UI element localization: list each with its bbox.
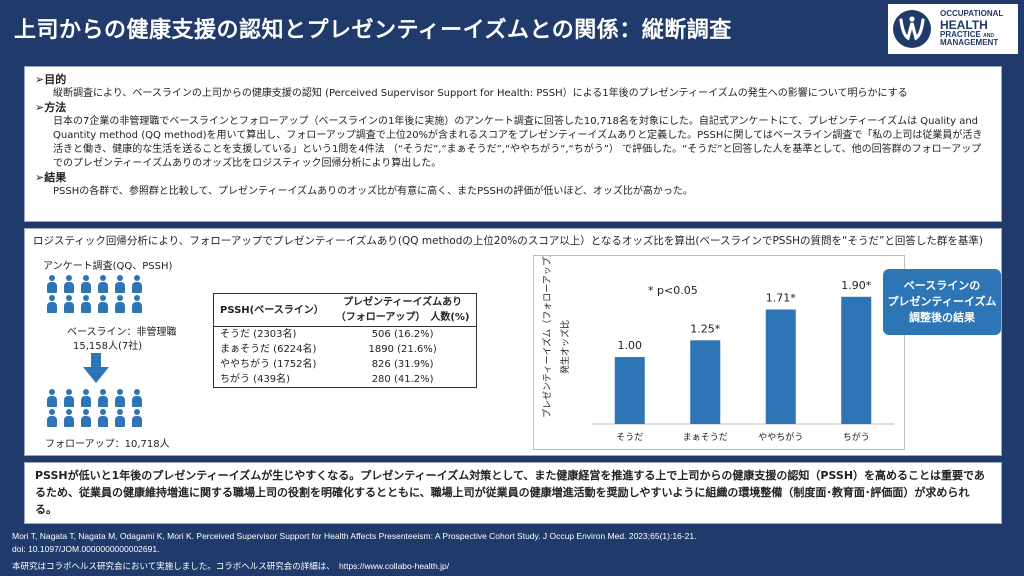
person-icon [113, 275, 127, 293]
callout-line-3: 調整後の結果 [909, 311, 975, 324]
person-icon [62, 295, 76, 313]
bar-value-label-3: 1.90* [841, 279, 871, 292]
category-label-1: まぁそうだ [683, 432, 728, 443]
bar-3 [841, 296, 872, 424]
logo-line-3: PRACTICE [940, 30, 981, 40]
bar-0 [614, 357, 645, 424]
callout-line-2: プレゼンティーイズム [887, 295, 997, 308]
person-icon [79, 295, 93, 313]
person-icon [45, 275, 59, 293]
category-label-0: そうだ [616, 432, 643, 443]
analysis-panel: ロジスティック回帰分析により、フォローアップでプレゼンティーイズムあり(QQ m… [24, 228, 1002, 456]
header-bar: 上司からの健康支援の認知とプレゼンティーイズムとの関係：縦断調査 OCCUPAT… [0, 0, 1024, 58]
person-icon [45, 295, 59, 313]
person-icon [79, 409, 93, 427]
table-row: ややちがう (1752名) 826 (31.9%) [214, 357, 477, 372]
y-axis-label-2: 発生オッズ比 [559, 320, 571, 374]
person-icon [45, 409, 59, 427]
person-icon [96, 409, 110, 427]
table-row: まぁそうだ (6224名) 1890 (21.6%) [214, 342, 477, 357]
page-title: 上司からの健康支援の認知とプレゼンティーイズムとの関係：縦断調査 [14, 18, 732, 43]
conclusion-text: PSSHが低いと1年後のプレゼンティーイズムが生じやすくなる。プレゼンティーイズ… [35, 469, 985, 516]
analysis-title: ロジスティック回帰分析により、フォローアップでプレゼンティーイズムあり(QQ m… [33, 235, 984, 247]
table-header-outcome-1: プレゼンティーイズムあり [343, 297, 463, 308]
bar-value-label-1: 1.25* [690, 322, 720, 335]
baseline-people-icon [45, 275, 144, 313]
reference-line-1: Mori T, Nagata T, Nagata M, Odagami K, M… [12, 531, 697, 541]
person-icon [130, 295, 144, 313]
person-icon [45, 389, 59, 407]
ohpm-logo-icon [893, 10, 931, 48]
row-label: ややちがう (1752名) [220, 359, 317, 370]
reference-line-2: doi: 10.1097/JOM.0000000000002691. [12, 544, 160, 554]
person-icon [62, 389, 76, 407]
person-icon [62, 409, 76, 427]
person-icon [130, 389, 144, 407]
bar-value-label-0: 1.00 [618, 339, 643, 352]
footer-note: 本研究はコラボヘルス研究会において実施しました。コラボヘルス研究会の詳細は、 h… [12, 561, 450, 571]
person-icon [130, 409, 144, 427]
row-label: そうだ (2303名) [220, 329, 297, 340]
person-icon [130, 275, 144, 293]
person-icon [113, 389, 127, 407]
person-icon [79, 389, 93, 407]
followup-people-icon [45, 389, 144, 427]
person-icon [96, 275, 110, 293]
ohpm-logo: OCCUPATIONAL HEALTH PRACTICE AND MANAGEM… [888, 4, 1018, 54]
outcome-table: PSSH(ベースライン） プレゼンティーイズムあり （フォローアップ） 人数(%… [213, 293, 477, 388]
adjustment-callout: ベースラインの プレゼンティーイズム 調整後の結果 [883, 269, 1001, 335]
result-text: PSSHの各群で、参照群と比較して、プレゼンティーイズムありのオッズ比が有意に高… [53, 186, 693, 197]
arrow-down-icon [83, 353, 109, 383]
study-flow: アンケート調査(QQ、PSSH) ベースライン：非管理職 15,158人(7社)… [43, 255, 203, 450]
chart-svg: プレゼンティーイズム（フォローアップ） 発生オッズ比 * p<0.05 1.00 そうだ… [541, 248, 894, 443]
row-value: 506 (16.2%) [371, 329, 434, 340]
row-value: 1890 (21.6%) [368, 344, 437, 355]
row-label: まぁそうだ (6224名) [220, 344, 317, 355]
significance-annotation: * p<0.05 [648, 284, 698, 297]
odds-ratio-chart: プレゼンティーイズム（フォローアップ） 発生オッズ比 * p<0.05 1.00 そうだ… [533, 248, 905, 450]
followup-label: フォローアップ：10,718人 [45, 439, 170, 450]
result-heading: ➢結果 [35, 171, 67, 184]
category-label-2: ややちがう [758, 431, 803, 443]
purpose-heading: ➢目的 [35, 73, 67, 86]
table-header-outcome: プレゼンティーイズムあり （フォローアップ） 人数(%) [329, 293, 476, 327]
survey-label: アンケート調査(QQ、PSSH) [43, 261, 173, 272]
row-value: 826 (31.9%) [371, 359, 434, 370]
person-icon [96, 295, 110, 313]
table-row: ちがう (439名) 280 (41.2%) [214, 372, 477, 388]
person-icon [96, 389, 110, 407]
person-icon [62, 275, 76, 293]
person-icon [113, 409, 127, 427]
logo-line-4: MANAGEMENT [940, 38, 999, 48]
purpose-text: 縦断調査により、ベースラインの上司からの健康支援の認知 (Perceived S… [53, 88, 908, 99]
footer: Mori T, Nagata T, Nagata M, Odagami K, M… [12, 530, 696, 573]
table-header-outcome-2: （フォローアップ） 人数(%) [335, 312, 470, 323]
method-heading: ➢方法 [35, 101, 67, 114]
summary-panel: ➢目的 縦断調査により、ベースラインの上司からの健康支援の認知 (Perceiv… [24, 66, 1002, 222]
y-axis-label-1: プレゼンティーイズム（フォローアップ） [541, 256, 553, 418]
person-icon [113, 295, 127, 313]
logo-line-1: OCCUPATIONAL [940, 9, 1004, 19]
logo-and: AND [983, 33, 994, 40]
row-label: ちがう (439名) [220, 374, 291, 385]
table-row: そうだ (2303名) 506 (16.2%) [214, 327, 477, 343]
logo-line-2: HEALTH [940, 17, 988, 32]
category-label-3: ちがう [843, 431, 870, 443]
bar-value-label-2: 1.71* [766, 292, 796, 305]
person-icon [79, 275, 93, 293]
bar-2 [765, 309, 796, 424]
row-value: 280 (41.2%) [371, 374, 434, 385]
baseline-label-2: 15,158人(7社) [73, 341, 143, 352]
conclusion-panel: PSSHが低いと1年後のプレゼンティーイズムが生じやすくなる。プレゼンティーイズ… [24, 462, 1002, 524]
baseline-label-1: ベースライン：非管理職 [67, 327, 177, 338]
callout-line-1: ベースラインの [903, 279, 981, 292]
method-text: 日本の7企業の非管理職でベースラインとフォローアップ（ベースラインの1年後に実施… [53, 116, 983, 169]
logo-wordmark: OCCUPATIONAL HEALTH PRACTICE AND MANAGEM… [940, 9, 1004, 48]
table-header-pssh: PSSH(ベースライン） [213, 293, 330, 327]
bar-1 [690, 340, 721, 424]
